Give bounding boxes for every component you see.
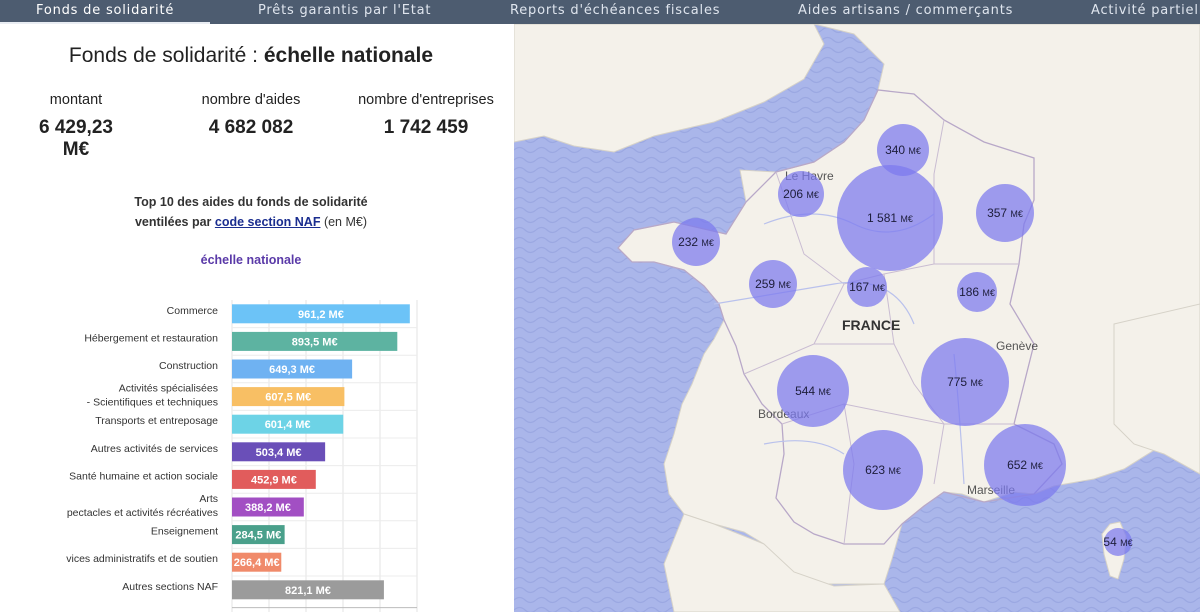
chart-category-label: Hébergement et restauration xyxy=(84,332,218,344)
region-bubble-label: 340 M€ xyxy=(885,143,921,157)
france-border xyxy=(617,89,1063,545)
chart-value-label: 607,5 M€ xyxy=(265,392,311,404)
chart-category-label: - Scientifiques et techniques xyxy=(87,397,218,409)
chart-value-label: 821,1 M€ xyxy=(285,585,331,597)
stat-label: montant xyxy=(49,92,103,108)
stat-value: 1 742 459 xyxy=(383,117,469,138)
region-bubble-label: 357 M€ xyxy=(987,206,1023,220)
stat-montant: montant 6 429,23 M€ xyxy=(25,92,127,161)
region-bubble[interactable] xyxy=(778,171,824,217)
chart-value-label: 284,5 M€ xyxy=(235,530,281,542)
chart-category-label: Autres activités de services xyxy=(91,443,218,455)
chart-bar[interactable] xyxy=(232,414,344,434)
region-bubble-label: 623 M€ xyxy=(865,463,901,477)
chart-title-prefix: ventilées par xyxy=(134,215,215,229)
chart-bar[interactable] xyxy=(232,580,384,600)
chart-category-label: Arts xyxy=(199,493,218,505)
country-label: FRANCE xyxy=(842,317,900,333)
england-landmass xyxy=(514,24,825,153)
chart-bar[interactable] xyxy=(232,442,326,462)
chart-bar[interactable] xyxy=(232,525,285,545)
chart-title: Top 10 des aides du fonds de solidarité … xyxy=(0,192,502,232)
tab-prets-garantis[interactable]: Prêts garantis par l'Etat xyxy=(258,3,432,18)
page-title: Fonds de solidarité : échelle nationale xyxy=(0,44,502,68)
chart-scope-label: échelle nationale xyxy=(200,253,302,267)
region-bubble-label: 206 M€ xyxy=(783,187,819,201)
chart-value-label: 649,3 M€ xyxy=(269,364,315,376)
region-bubble[interactable] xyxy=(843,430,923,510)
title-prefix: Fonds de solidarité : xyxy=(68,44,264,67)
tab-aides-artisans[interactable]: Aides artisans / commerçants xyxy=(798,3,1014,18)
chart-value-label: 388,2 M€ xyxy=(245,502,291,514)
chart-bar[interactable] xyxy=(232,552,282,572)
active-tab-indicator xyxy=(0,22,210,24)
chart-value-label: 601,4 M€ xyxy=(265,419,311,431)
region-bubble[interactable] xyxy=(837,165,943,271)
region-bubble-label: 167 M€ xyxy=(849,280,885,294)
region-bubble-label: 232 M€ xyxy=(678,235,714,249)
chart-category-label: Autres sections NAF xyxy=(122,581,218,593)
chart-bar[interactable] xyxy=(232,469,316,489)
tab-activite-partielle[interactable]: Activité partielle xyxy=(1091,3,1200,18)
region-bubble[interactable] xyxy=(749,260,797,308)
france-map[interactable]: Le Havre Genève Bordeaux Marseille FRANC… xyxy=(514,24,1200,612)
stat-value: 4 682 082 xyxy=(208,117,294,138)
chart-value-label: 266,4 M€ xyxy=(234,557,280,569)
region-bubble[interactable] xyxy=(1104,528,1132,556)
chart-value-label: 961,2 M€ xyxy=(298,309,344,321)
chart-category-label: vices administratifs et de soutien xyxy=(66,553,218,565)
chart-category-label: Construction xyxy=(159,360,218,372)
chart-bar[interactable] xyxy=(232,331,398,351)
stat-value: 6 429,23 M€ xyxy=(39,117,113,160)
chart-value-label: 893,5 M€ xyxy=(292,336,338,348)
chart-bar[interactable] xyxy=(232,359,353,379)
region-bubble-label: 1 581 M€ xyxy=(867,211,913,225)
stat-label: nombre d'aides xyxy=(201,92,301,108)
chart-value-label: 503,4 M€ xyxy=(256,447,302,459)
tab-reports-echeances[interactable]: Reports d'échéances fiscales xyxy=(510,3,721,18)
top-nav: Fonds de solidarité Prêts garantis par l… xyxy=(0,0,1200,24)
region-bubble[interactable] xyxy=(777,355,849,427)
chart-title-line2: ventilées par code section NAF (en M€) xyxy=(0,212,502,232)
chart-category-label: Activités spécialisées xyxy=(119,383,218,395)
region-bubble-label: 259 M€ xyxy=(755,277,791,291)
bar-chart-svg: 961,2 M€ Commerce 893,5 M€ Hébergement et r… xyxy=(66,300,418,612)
stats-panel: Fonds de solidarité : échelle nationale … xyxy=(0,24,514,612)
chart-category-label: Commerce xyxy=(167,305,219,317)
naf-bar-chart: 961,2 M€ Commerce 893,5 M€ Hébergement et r… xyxy=(0,292,514,612)
spain-landmass xyxy=(663,513,901,612)
region-bubble-label: 652 M€ xyxy=(1007,458,1043,472)
region-bubbles: 340 M€ 206 M€ 1 581 M€ 357 M€ 232 M€ 259 M€ 16… xyxy=(672,124,1133,556)
region-bubble-label: 186 M€ xyxy=(959,285,995,299)
chart-category-label: Santé humaine et action sociale xyxy=(69,470,218,482)
region-bubble-label: 544 M€ xyxy=(795,384,831,398)
chart-category-label: Transports et entreposage xyxy=(95,415,218,427)
chart-bar[interactable] xyxy=(232,497,304,517)
city-label-geneve: Genève xyxy=(996,339,1038,353)
region-bubble[interactable] xyxy=(847,267,887,307)
chart-title-suffix: (en M€) xyxy=(320,215,368,229)
stat-label: nombre d'entreprises xyxy=(358,92,494,108)
region-bubble[interactable] xyxy=(877,124,929,176)
region-bubble-label: 54 M€ xyxy=(1103,535,1132,549)
chart-bar[interactable] xyxy=(232,387,345,407)
stat-nombre-aides: nombre d'aides 4 682 082 xyxy=(190,92,312,139)
region-bubble[interactable] xyxy=(984,424,1066,506)
region-bubble[interactable] xyxy=(976,184,1034,242)
chart-category-label: Enseignement xyxy=(151,526,218,538)
chart-bar[interactable] xyxy=(232,304,410,324)
chart-title-line1: Top 10 des aides du fonds de solidarité xyxy=(134,195,368,209)
chart-value-label: 452,9 M€ xyxy=(251,474,297,486)
region-bubble-label: 775 M€ xyxy=(947,375,983,389)
chart-category-label: pectacles et activités récréatives xyxy=(67,507,218,519)
region-bubble[interactable] xyxy=(921,338,1009,426)
region-bubble[interactable] xyxy=(672,218,720,266)
region-bubble[interactable] xyxy=(957,272,997,312)
italy-landmass xyxy=(1113,303,1200,475)
tab-fonds-de-solidarite[interactable]: Fonds de solidarité xyxy=(36,3,175,18)
map-svg: Le Havre Genève Bordeaux Marseille FRANC… xyxy=(514,24,1200,612)
stat-nombre-entreprises: nombre d'entreprises 1 742 459 xyxy=(352,92,500,139)
title-scope: échelle nationale xyxy=(263,44,434,67)
naf-code-link[interactable]: code section NAF xyxy=(214,215,321,229)
